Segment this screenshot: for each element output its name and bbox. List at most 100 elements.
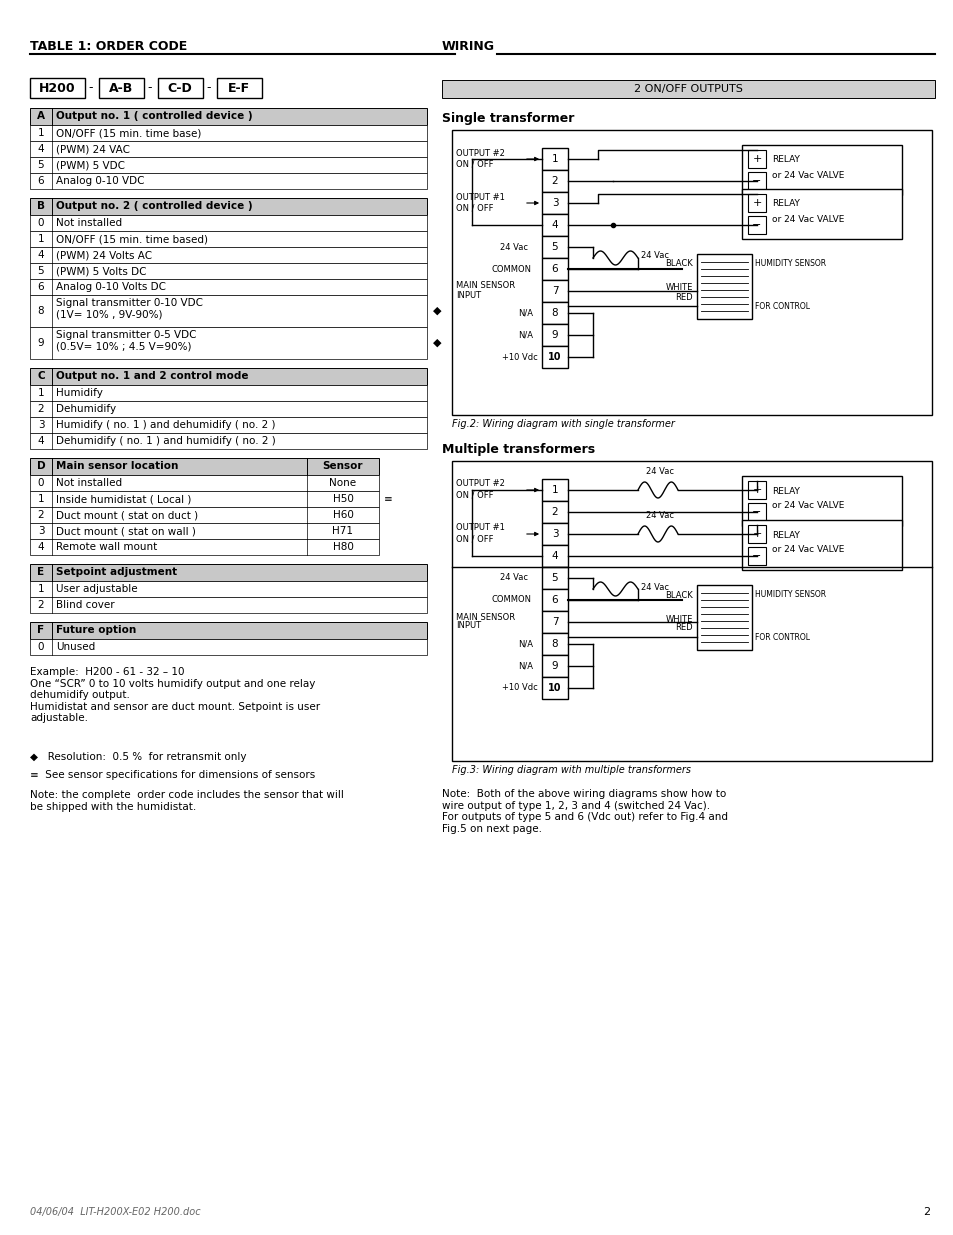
Text: Sensor: Sensor xyxy=(322,461,363,471)
Bar xyxy=(541,545,567,567)
Text: 4: 4 xyxy=(551,220,558,230)
Bar xyxy=(30,458,378,475)
Bar xyxy=(747,547,765,564)
Text: Fig.2: Wiring diagram with single transformer: Fig.2: Wiring diagram with single transf… xyxy=(452,419,674,429)
Bar xyxy=(99,78,144,98)
Text: F: F xyxy=(37,625,45,635)
Bar xyxy=(30,125,427,141)
Text: (PWM) 5 Volts DC: (PWM) 5 Volts DC xyxy=(56,266,147,275)
Text: Future option: Future option xyxy=(56,625,136,635)
Bar xyxy=(30,295,427,327)
Text: BLACK: BLACK xyxy=(664,590,692,599)
Bar xyxy=(541,214,567,236)
Bar xyxy=(541,148,567,170)
Text: ◆: ◆ xyxy=(433,338,441,348)
Text: User adjustable: User adjustable xyxy=(56,584,137,594)
Text: ≡: ≡ xyxy=(384,494,393,504)
Text: Output no. 1 ( controlled device ): Output no. 1 ( controlled device ) xyxy=(56,111,253,121)
Bar xyxy=(747,194,765,212)
Text: N/A: N/A xyxy=(517,331,533,340)
Text: Analog 0-10 VDC: Analog 0-10 VDC xyxy=(56,177,144,186)
Bar xyxy=(452,461,931,761)
Bar xyxy=(30,279,427,295)
Text: WHITE: WHITE xyxy=(665,615,692,624)
Text: Blind cover: Blind cover xyxy=(56,600,114,610)
Text: 3: 3 xyxy=(38,420,44,430)
Text: 8: 8 xyxy=(551,308,558,317)
Text: or 24 Vac VALVE: or 24 Vac VALVE xyxy=(771,501,843,510)
Bar xyxy=(741,475,901,526)
Text: -: - xyxy=(206,82,211,95)
Text: E-F: E-F xyxy=(228,82,250,95)
Bar xyxy=(541,236,567,258)
Text: HUMIDITY SENSOR: HUMIDITY SENSOR xyxy=(754,259,825,268)
Text: Inside humidistat ( Local ): Inside humidistat ( Local ) xyxy=(56,494,192,504)
Text: A: A xyxy=(37,111,45,121)
Text: 6: 6 xyxy=(551,264,558,274)
Text: WIRING: WIRING xyxy=(441,40,495,53)
Text: RED: RED xyxy=(675,624,692,632)
Text: or 24 Vac VALVE: or 24 Vac VALVE xyxy=(771,170,843,179)
Bar xyxy=(541,191,567,214)
Bar xyxy=(541,589,567,611)
Text: 24 Vac: 24 Vac xyxy=(499,242,527,252)
Text: D: D xyxy=(36,461,45,471)
Bar xyxy=(30,107,427,125)
Text: Fig.3: Wiring diagram with multiple transformers: Fig.3: Wiring diagram with multiple tran… xyxy=(452,764,690,776)
Text: (PWM) 5 VDC: (PWM) 5 VDC xyxy=(56,161,125,170)
Bar xyxy=(30,622,427,638)
Text: +10 Vdc: +10 Vdc xyxy=(501,683,537,693)
Text: (PWM) 24 VAC: (PWM) 24 VAC xyxy=(56,144,130,154)
Text: MAIN SENSOR: MAIN SENSOR xyxy=(456,282,515,290)
Bar xyxy=(747,480,765,499)
Text: BLACK: BLACK xyxy=(664,259,692,268)
Text: 9: 9 xyxy=(551,661,558,671)
Bar xyxy=(30,368,427,385)
Bar xyxy=(30,417,427,433)
Text: ON / OFF: ON / OFF xyxy=(456,535,493,543)
Text: +: + xyxy=(752,485,760,495)
Text: −: − xyxy=(752,177,760,186)
Text: Signal transmitter 0-5 VDC
(0.5V= 10% ; 4.5 V=90%): Signal transmitter 0-5 VDC (0.5V= 10% ; … xyxy=(56,330,196,352)
Bar xyxy=(30,198,427,215)
Text: -: - xyxy=(147,82,152,95)
Text: ◆   Resolution:  0.5 %  for retransmit only: ◆ Resolution: 0.5 % for retransmit only xyxy=(30,752,246,762)
Bar xyxy=(30,538,378,555)
Bar xyxy=(30,401,427,417)
Text: Main sensor location: Main sensor location xyxy=(56,461,178,471)
Bar xyxy=(747,172,765,190)
Text: 8: 8 xyxy=(551,638,558,650)
Text: Humidify: Humidify xyxy=(56,388,103,398)
Text: 5: 5 xyxy=(551,573,558,583)
Text: 9: 9 xyxy=(551,330,558,340)
Bar xyxy=(541,303,567,324)
Text: 6: 6 xyxy=(551,595,558,605)
Text: 1: 1 xyxy=(551,154,558,164)
Text: 24 Vac: 24 Vac xyxy=(499,573,527,583)
Text: +: + xyxy=(752,198,760,207)
Bar xyxy=(30,522,378,538)
Text: ON / OFF: ON / OFF xyxy=(456,490,493,499)
Text: 5: 5 xyxy=(551,242,558,252)
Text: OUTPUT #1: OUTPUT #1 xyxy=(456,524,504,532)
Text: N/A: N/A xyxy=(517,640,533,648)
Text: E: E xyxy=(37,567,45,577)
Bar xyxy=(741,144,901,195)
Text: Note:  Both of the above wiring diagrams show how to
wire output of type 1, 2, 3: Note: Both of the above wiring diagrams … xyxy=(441,789,727,834)
Text: Setpoint adjustment: Setpoint adjustment xyxy=(56,567,177,577)
Text: H60: H60 xyxy=(333,510,353,520)
Text: −: − xyxy=(752,508,760,517)
Text: 24 Vac: 24 Vac xyxy=(645,511,673,520)
Bar xyxy=(541,522,567,545)
Bar xyxy=(30,597,427,613)
Text: C-D: C-D xyxy=(168,82,193,95)
Bar xyxy=(452,130,931,415)
Bar xyxy=(30,263,427,279)
Text: Dehumidify: Dehumidify xyxy=(56,404,116,414)
Text: 0: 0 xyxy=(38,219,44,228)
Bar xyxy=(747,149,765,168)
Bar xyxy=(30,231,427,247)
Bar xyxy=(541,479,567,501)
Text: H200: H200 xyxy=(39,82,75,95)
Bar xyxy=(541,501,567,522)
